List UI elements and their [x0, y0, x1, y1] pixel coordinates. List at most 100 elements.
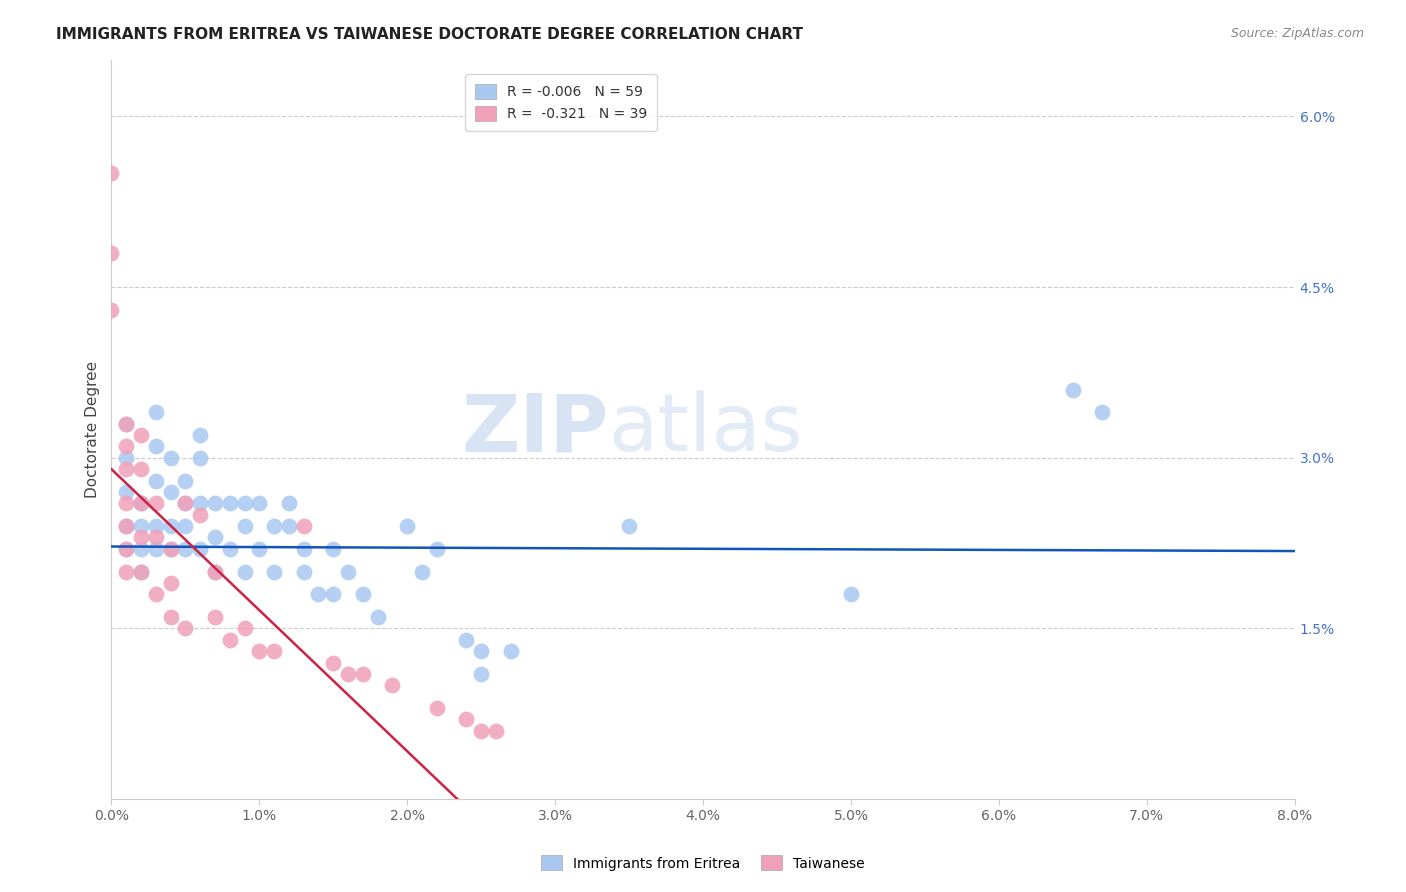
Point	[115, 450, 138, 465]
Point	[129, 565, 152, 579]
Point	[129, 496, 152, 510]
Point	[470, 723, 492, 738]
Point	[839, 587, 862, 601]
Point	[145, 496, 167, 510]
Point	[100, 246, 122, 260]
Point	[115, 484, 138, 499]
Point	[100, 302, 122, 317]
Point	[188, 428, 211, 442]
Point	[174, 474, 197, 488]
Point	[337, 667, 360, 681]
Point	[204, 496, 226, 510]
Point	[263, 644, 285, 658]
Point	[159, 450, 181, 465]
Point	[396, 519, 419, 533]
Point	[159, 519, 181, 533]
Point	[145, 519, 167, 533]
Point	[115, 565, 138, 579]
Point	[233, 565, 256, 579]
Point	[292, 519, 315, 533]
Point	[129, 519, 152, 533]
Point	[174, 519, 197, 533]
Point	[129, 428, 152, 442]
Point	[247, 644, 270, 658]
Point	[322, 587, 344, 601]
Point	[174, 541, 197, 556]
Point	[470, 644, 492, 658]
Point	[129, 565, 152, 579]
Legend: Immigrants from Eritrea, Taiwanese: Immigrants from Eritrea, Taiwanese	[536, 850, 870, 876]
Point	[129, 462, 152, 476]
Point	[159, 575, 181, 590]
Point	[247, 541, 270, 556]
Point	[1062, 383, 1084, 397]
Text: IMMIGRANTS FROM ERITREA VS TAIWANESE DOCTORATE DEGREE CORRELATION CHART: IMMIGRANTS FROM ERITREA VS TAIWANESE DOC…	[56, 27, 803, 42]
Point	[115, 519, 138, 533]
Point	[159, 541, 181, 556]
Point	[233, 519, 256, 533]
Point	[218, 496, 240, 510]
Legend: R = -0.006   N = 59, R =  -0.321   N = 39: R = -0.006 N = 59, R = -0.321 N = 39	[465, 74, 657, 131]
Point	[485, 723, 508, 738]
Point	[145, 405, 167, 419]
Point	[145, 439, 167, 453]
Point	[322, 541, 344, 556]
Point	[188, 508, 211, 522]
Point	[188, 450, 211, 465]
Point	[381, 678, 404, 692]
Point	[308, 587, 330, 601]
Point	[115, 496, 138, 510]
Point	[159, 541, 181, 556]
Point	[322, 656, 344, 670]
Point	[115, 439, 138, 453]
Point	[100, 166, 122, 180]
Point	[145, 587, 167, 601]
Point	[159, 484, 181, 499]
Point	[218, 541, 240, 556]
Point	[263, 519, 285, 533]
Point	[115, 541, 138, 556]
Point	[233, 622, 256, 636]
Point	[233, 496, 256, 510]
Point	[456, 632, 478, 647]
Point	[188, 541, 211, 556]
Text: Source: ZipAtlas.com: Source: ZipAtlas.com	[1230, 27, 1364, 40]
Point	[145, 474, 167, 488]
Point	[145, 541, 167, 556]
Point	[115, 417, 138, 431]
Point	[204, 565, 226, 579]
Point	[188, 496, 211, 510]
Text: atlas: atlas	[609, 391, 803, 468]
Point	[145, 530, 167, 544]
Text: ZIP: ZIP	[461, 391, 609, 468]
Point	[247, 496, 270, 510]
Point	[456, 713, 478, 727]
Point	[115, 541, 138, 556]
Point	[292, 565, 315, 579]
Point	[426, 541, 449, 556]
Point	[174, 496, 197, 510]
Point	[292, 541, 315, 556]
Point	[204, 565, 226, 579]
Point	[115, 519, 138, 533]
Point	[499, 644, 522, 658]
Point	[617, 519, 640, 533]
Point	[470, 667, 492, 681]
Point	[352, 667, 374, 681]
Point	[115, 417, 138, 431]
Point	[337, 565, 360, 579]
Point	[352, 587, 374, 601]
Point	[204, 530, 226, 544]
Point	[115, 462, 138, 476]
Point	[1091, 405, 1114, 419]
Point	[367, 610, 389, 624]
Point	[129, 541, 152, 556]
Point	[277, 496, 299, 510]
Point	[218, 632, 240, 647]
Point	[263, 565, 285, 579]
Point	[174, 622, 197, 636]
Point	[129, 496, 152, 510]
Y-axis label: Doctorate Degree: Doctorate Degree	[86, 360, 100, 498]
Point	[204, 610, 226, 624]
Point	[426, 701, 449, 715]
